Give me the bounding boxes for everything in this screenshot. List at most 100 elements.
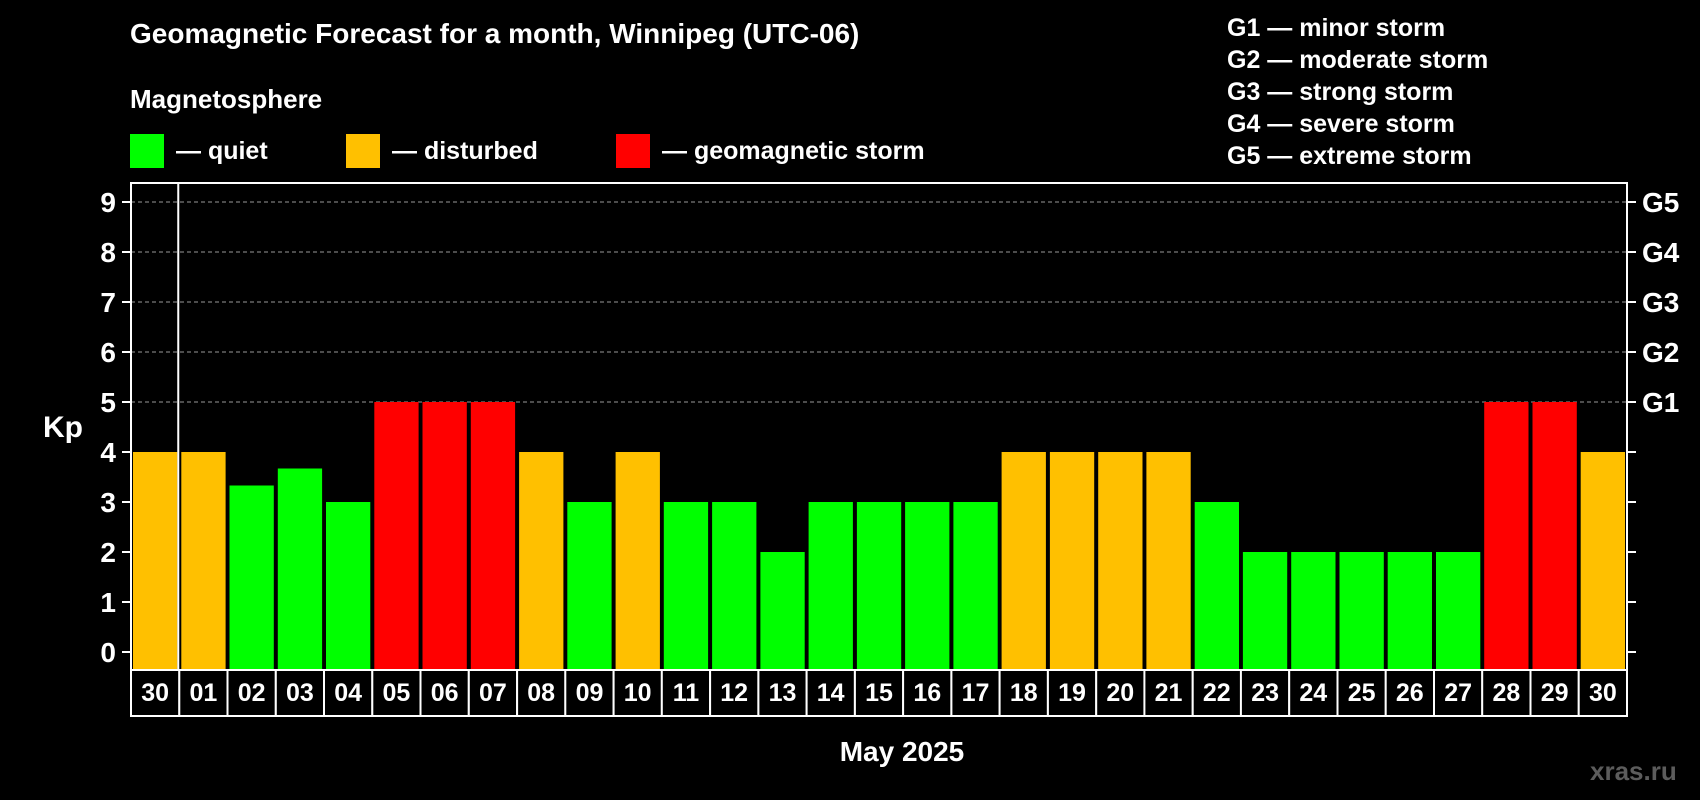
y-tick-label-9: 9 [100,187,116,218]
date-cell-10 [564,669,615,717]
date-cell-15 [805,669,856,717]
right-tick-label-G2: G2 [1642,337,1679,368]
date-cell-12 [660,669,712,717]
legend-swatch-storm [616,134,650,168]
watermark: xras.ru [1590,756,1677,786]
bar-day-28 [1436,552,1481,670]
date-label-1: 30 [141,679,169,707]
date-label-23: 22 [1203,679,1231,707]
y-tick-label-5: 5 [100,387,116,418]
chart-title: Geomagnetic Forecast for a month, Winnip… [130,18,860,49]
bar-day-24 [1242,552,1288,670]
date-label-9: 08 [527,679,555,707]
date-label-15: 14 [817,679,845,707]
date-cell-1 [130,669,181,717]
bar-day-10 [567,502,612,670]
date-label-3: 02 [238,679,266,707]
bar-day-29 [1484,402,1529,670]
bar-day-27 [1387,552,1432,670]
date-label-21: 20 [1106,679,1134,707]
y-tick-label-6: 6 [100,337,116,368]
storm-scale-g5: G5 — extreme storm [1227,142,1472,170]
legend-label-quiet: — quiet [176,136,268,165]
bar-day-2 [181,452,226,670]
y-tick-label-7: 7 [100,287,116,318]
bar-day-18 [953,502,998,670]
bar-day-4 [277,468,323,670]
date-cell-8 [467,669,519,717]
bar-day-9 [519,452,564,670]
date-cell-29 [1481,669,1532,717]
bar-day-1 [133,452,178,670]
date-label-31: 30 [1589,679,1617,707]
y-tick-label-2: 2 [100,537,116,568]
date-label-11: 10 [624,679,652,707]
date-label-17: 16 [913,679,941,707]
bar-day-25 [1291,552,1336,670]
date-cell-31 [1577,669,1628,717]
date-cell-24 [1239,669,1291,717]
bar-day-30 [1532,402,1577,670]
date-label-28: 27 [1444,679,1472,707]
date-cell-7 [419,669,470,717]
bar-day-15 [808,502,853,670]
date-label-30: 29 [1541,679,1569,707]
date-label-16: 15 [865,679,893,707]
date-label-8: 07 [479,679,507,707]
date-label-29: 28 [1492,679,1520,707]
date-label-7: 06 [431,679,459,707]
date-cell-18 [950,669,1001,717]
date-cell-19 [998,669,1049,717]
bar-day-20 [1049,452,1095,670]
storm-scale-legend: G1 — minor storm G2 — moderate storm G3 … [1227,12,1488,172]
right-tick-label-G3: G3 [1642,287,1679,318]
bar-day-23 [1194,502,1239,670]
bar-day-17 [905,502,950,670]
date-label-25: 24 [1299,679,1327,707]
date-label-14: 13 [769,679,797,707]
storm-scale-g3: G3 — strong storm [1227,78,1454,106]
date-cell-5 [323,669,374,717]
date-label-4: 03 [286,679,314,707]
legend-label-disturbed: — disturbed [392,136,538,165]
y-axis-label: Kp [43,411,83,444]
date-cell-27 [1384,669,1435,717]
bar-day-5 [326,502,371,670]
right-tick-label-G1: G1 [1642,387,1679,418]
date-label-2: 01 [189,679,217,707]
date-label-10: 09 [576,679,604,707]
date-label-5: 04 [334,679,362,707]
legend-label-storm: — geomagnetic storm [662,136,925,165]
date-cell-4 [274,669,326,717]
date-cell-30 [1529,669,1580,717]
date-cell-17 [902,669,953,717]
date-label-22: 21 [1155,679,1183,707]
date-label-27: 26 [1396,679,1424,707]
storm-scale-g1: G1 — minor storm [1227,14,1446,42]
legend-item-quiet: — quiet [130,134,268,168]
bar-day-12 [663,502,709,670]
date-label-18: 17 [962,679,990,707]
date-label-13: 12 [720,679,748,707]
date-label-6: 05 [382,679,410,707]
date-cell-9 [516,669,567,717]
chart-subtitle: Magnetosphere [130,84,323,114]
date-label-24: 23 [1251,679,1279,707]
bar-day-22 [1146,452,1191,670]
date-label-20: 19 [1058,679,1086,707]
storm-scale-g4: G4 — severe storm [1227,110,1455,138]
date-label-12: 11 [673,679,700,707]
bar-day-8 [470,402,516,670]
y-tick-label-0: 0 [100,637,116,668]
date-cell-14 [757,669,808,717]
date-label-19: 18 [1010,679,1038,707]
legend-item-storm: — geomagnetic storm [616,134,925,168]
date-cell-25 [1288,669,1339,717]
bar-day-13 [712,502,757,670]
bar-day-3 [229,485,274,670]
date-cell-28 [1433,669,1484,717]
bar-day-11 [615,452,660,670]
y-tick-label-1: 1 [100,587,116,618]
legend-swatch-quiet [130,134,164,168]
